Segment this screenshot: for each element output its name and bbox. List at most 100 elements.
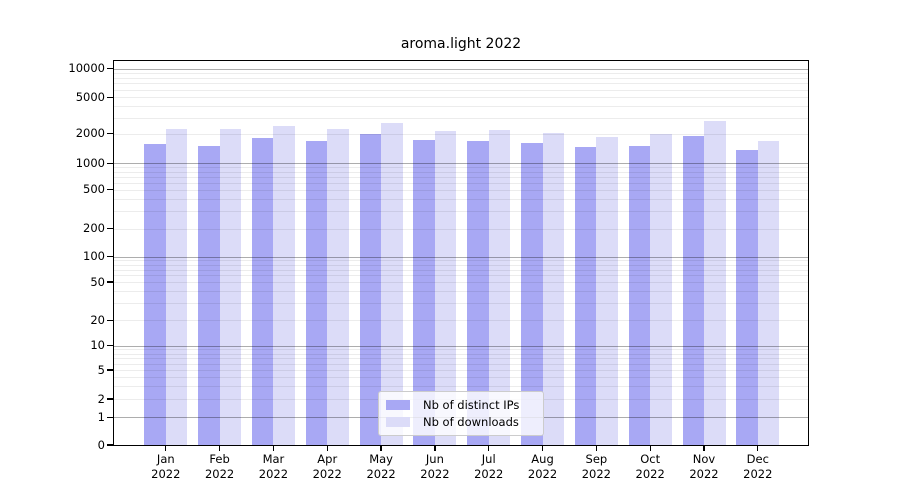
y-tick-label-5: 5	[97, 362, 105, 377]
y-tick-label-5000: 5000	[75, 89, 105, 104]
gridline-minor	[113, 282, 809, 283]
legend-label-distinct-ips: Nb of distinct IPs	[423, 397, 520, 412]
x-tick	[218, 446, 221, 451]
gridline-minor	[113, 358, 809, 360]
x-tick-label-oct: Oct 2022	[635, 452, 665, 481]
gridline-minor	[113, 106, 809, 108]
bar-nb-of-distinct-ips-jun	[413, 139, 435, 446]
x-tick	[488, 446, 490, 451]
gridline-minor	[113, 370, 809, 371]
x-tick-label-jun: Jun 2022	[420, 452, 450, 481]
gridline-minor	[113, 97, 809, 99]
gridline-minor	[113, 133, 809, 135]
bar-nb-of-distinct-ips-nov	[682, 135, 704, 446]
gridline-minor	[113, 171, 809, 173]
y-tick	[107, 444, 113, 446]
bar-nb-of-distinct-ips-may	[359, 133, 382, 446]
y-tick	[107, 398, 113, 400]
bar-nb-of-distinct-ips-dec	[736, 149, 758, 446]
y-tick	[107, 345, 113, 347]
x-tick-label-jan: Jan 2022	[151, 452, 181, 481]
y-tick	[107, 369, 113, 371]
legend-swatch-distinct-ips	[386, 399, 410, 410]
gridline-minor	[113, 275, 809, 277]
bar-nb-of-distinct-ips-sep	[574, 146, 597, 446]
y-tick-label-1: 1	[97, 409, 105, 424]
y-tick-label-50: 50	[90, 274, 105, 289]
y-tick	[107, 227, 113, 230]
y-tick	[107, 319, 113, 321]
bar-nb-of-downloads-aug	[542, 133, 565, 446]
gridline-minor	[113, 386, 809, 388]
bar-nb-of-downloads-jun	[434, 130, 457, 446]
y-tick-label-100: 100	[83, 249, 105, 263]
x-tick	[649, 446, 651, 451]
y-tick	[107, 188, 113, 191]
y-tick	[107, 281, 113, 283]
bar-nb-of-downloads-apr	[327, 128, 349, 446]
gridline-decade	[113, 345, 809, 347]
x-tick	[595, 446, 597, 451]
x-tick-label-may: May 2022	[366, 452, 396, 481]
gridline-minor	[113, 77, 809, 79]
gridline-minor	[113, 198, 809, 200]
legend-label-downloads: Nb of downloads	[423, 415, 519, 430]
bar-nb-of-distinct-ips-apr	[305, 140, 328, 446]
x-tick	[434, 446, 436, 451]
gridline-minor	[113, 72, 809, 74]
legend-item-downloads: Nb of downloads	[386, 415, 543, 429]
bar-nb-of-downloads-jul	[488, 130, 511, 446]
x-tick	[272, 446, 275, 451]
y-tick	[107, 67, 113, 70]
gridline-minor	[113, 89, 809, 91]
y-tick-label-2000: 2000	[75, 126, 105, 141]
bar-nb-of-downloads-feb	[219, 129, 242, 446]
y-tick	[107, 96, 113, 99]
x-tick	[703, 446, 705, 451]
legend-item-distinct-ips: Nb of distinct IPs	[386, 398, 543, 412]
bar-nb-of-downloads-may	[381, 122, 403, 446]
y-tick-label-0: 0	[97, 437, 105, 452]
x-tick	[541, 446, 544, 451]
x-tick-label-aug: Aug 2022	[527, 452, 558, 481]
bar-nb-of-downloads-mar	[273, 126, 295, 446]
x-tick	[380, 446, 382, 451]
x-tick-label-nov: Nov 2022	[689, 452, 719, 481]
gridline-minor	[113, 264, 809, 266]
y-tick-label-10: 10	[90, 338, 105, 353]
gridline-minor	[113, 83, 809, 85]
gridline-minor	[113, 117, 809, 119]
y-tick	[107, 255, 113, 258]
x-tick-label-mar: Mar 2022	[258, 452, 289, 481]
bar-nb-of-distinct-ips-mar	[251, 138, 274, 446]
gridline-minor	[113, 353, 809, 355]
gridline-minor	[113, 377, 809, 379]
plot-area	[113, 60, 809, 446]
bar-nb-of-distinct-ips-jul	[467, 141, 489, 446]
y-tick-label-20: 20	[90, 312, 105, 327]
gridline-minor	[113, 182, 809, 184]
x-tick-label-feb: Feb 2022	[204, 452, 235, 481]
gridline-minor	[113, 349, 809, 351]
y-tick	[107, 133, 113, 135]
bar-nb-of-downloads-nov	[704, 120, 726, 446]
y-tick	[107, 162, 113, 164]
bar-nb-of-downloads-oct	[650, 134, 672, 446]
bar-nb-of-distinct-ips-jan	[144, 144, 166, 446]
legend-swatch-downloads	[386, 417, 410, 428]
gridline-minor	[113, 363, 809, 365]
chart-title: aroma.light 2022	[400, 36, 522, 52]
x-tick-label-apr: Apr 2022	[312, 452, 342, 481]
x-tick	[757, 446, 759, 451]
x-tick-label-jul: Jul 2022	[474, 452, 504, 481]
bar-nb-of-downloads-dec	[757, 140, 780, 446]
gridline-minor	[113, 260, 809, 262]
y-tick-label-200: 200	[83, 221, 105, 235]
gridline-minor	[113, 228, 809, 230]
bar-nb-of-downloads-jan	[165, 129, 188, 446]
y-tick-label-500: 500	[83, 182, 105, 196]
gridline-minor	[113, 189, 809, 191]
x-tick-label-dec: Dec 2022	[743, 452, 773, 481]
y-tick-label-10000: 10000	[68, 61, 105, 75]
